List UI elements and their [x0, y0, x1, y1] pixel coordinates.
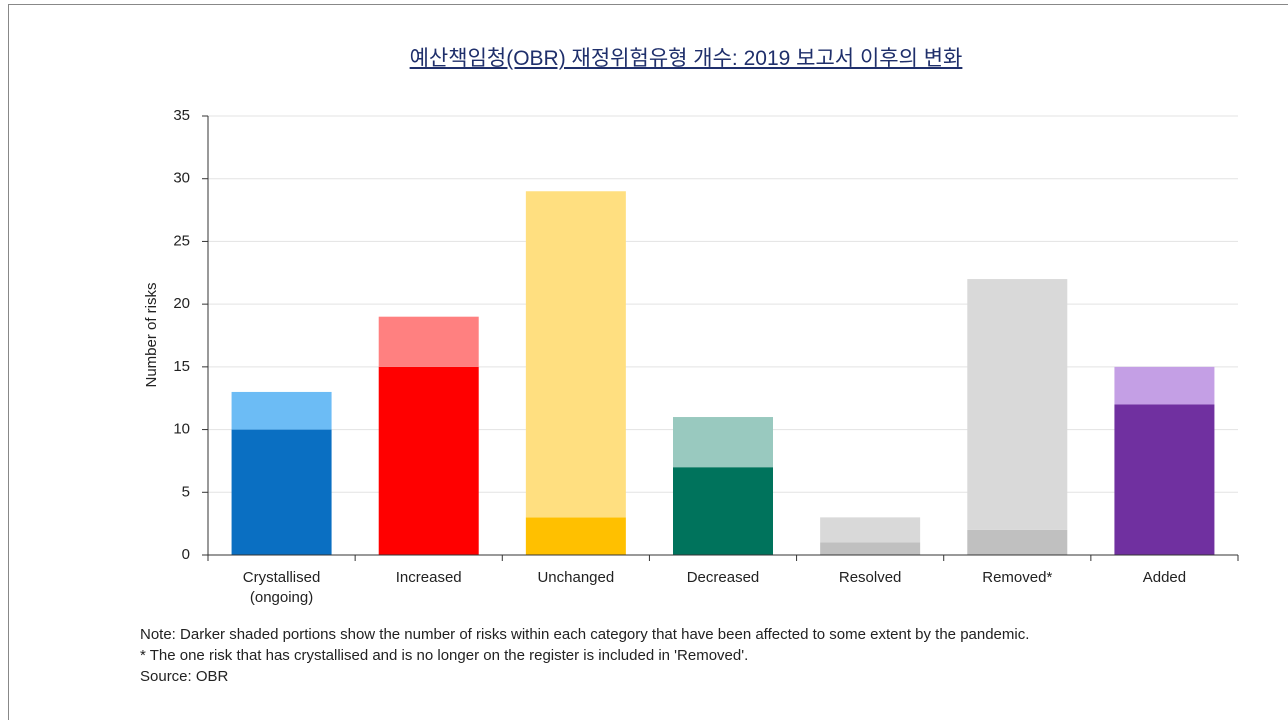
y-tick-label: 30	[173, 170, 190, 187]
bar-segment	[378, 366, 479, 555]
y-tick-label: 20	[173, 295, 190, 312]
x-tick-label: Unchanged	[537, 569, 615, 586]
chart-title: 예산책임청(OBR) 재정위험유형 개수: 2019 보고서 이후의 변화	[409, 47, 963, 70]
bar-segment	[967, 529, 1068, 555]
bar-segment	[1114, 366, 1215, 405]
bar-segment	[673, 467, 773, 555]
bar-segment	[231, 391, 332, 430]
x-tick-label: Crystallised (ongoing)	[242, 569, 321, 606]
note-line: Note: Darker shaded portions show the nu…	[140, 626, 1030, 643]
bar-segment	[1114, 404, 1215, 555]
y-tick-label: 5	[182, 483, 190, 500]
y-axis-label: Number of risks	[143, 282, 160, 387]
bar-segment	[967, 279, 1068, 530]
x-tick-label: Decreased	[686, 569, 760, 586]
y-tick-label: 35	[173, 107, 190, 124]
bar-segment	[820, 542, 921, 555]
bar-segment	[820, 517, 921, 543]
x-tick-label: Removed*	[982, 569, 1053, 586]
y-tick-label: 10	[173, 421, 190, 438]
x-tick-label: Resolved	[838, 569, 902, 586]
bar-segment	[673, 417, 773, 468]
bar-segment	[525, 191, 626, 518]
x-tick-label: Increased	[395, 569, 462, 586]
note-line: * The one risk that has crystallised and…	[140, 647, 749, 664]
x-tick-label: Added	[1142, 569, 1187, 586]
bar-segment	[378, 316, 479, 367]
notes: Note: Darker shaded portions show the nu…	[140, 624, 1029, 687]
frame	[8, 4, 1288, 720]
y-tick-label: 15	[173, 358, 190, 375]
y-tick-label: 25	[173, 232, 190, 249]
note-line: Source: OBR	[140, 668, 229, 685]
bar-segment	[525, 517, 626, 555]
y-tick-label: 0	[182, 546, 190, 563]
bar-segment	[231, 429, 332, 555]
